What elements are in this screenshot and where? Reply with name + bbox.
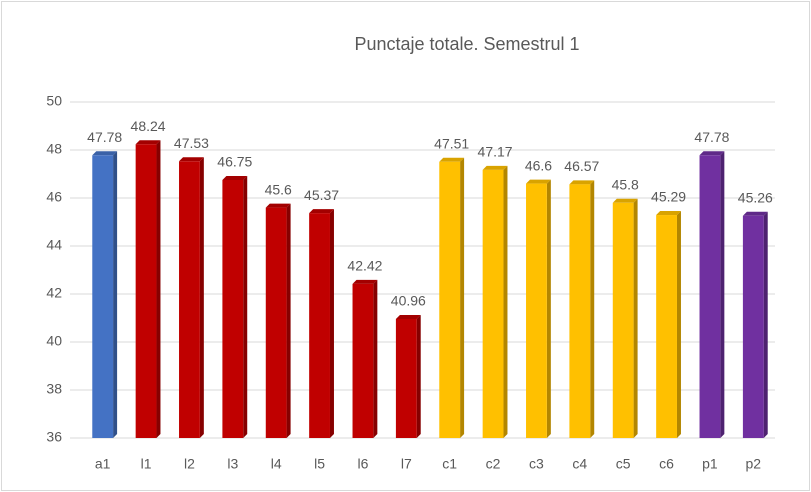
value-label: 40.96 [391, 293, 426, 309]
x-tick-label: l3 [227, 456, 238, 472]
x-tick-label: c4 [572, 456, 587, 472]
bar [612, 202, 634, 438]
value-label: 47.78 [694, 129, 729, 145]
bar [439, 161, 461, 438]
bar-side [113, 151, 118, 438]
bar [309, 213, 330, 438]
bar-top [179, 157, 204, 162]
x-tick-label: l7 [401, 456, 412, 472]
bar-top [742, 211, 768, 216]
bar-top [569, 180, 595, 185]
y-tick-label: 46 [46, 189, 62, 205]
bar-side [156, 140, 161, 439]
bar [742, 215, 764, 438]
y-tick-label: 38 [46, 381, 62, 397]
bar [265, 207, 287, 438]
bar [92, 155, 114, 438]
bar-top [222, 176, 248, 180]
y-tick-label: 36 [46, 429, 62, 445]
bar-side [763, 211, 768, 438]
bar-top [526, 179, 551, 184]
x-tick-label: c3 [529, 456, 544, 472]
bar-side [460, 157, 465, 438]
bar-top [92, 151, 118, 156]
bar-top [439, 157, 465, 162]
bar-side [590, 180, 595, 438]
bar [526, 183, 547, 438]
bar [569, 184, 591, 438]
value-label: 42.42 [347, 258, 382, 274]
bar-side [199, 157, 204, 438]
value-label: 46.6 [525, 157, 552, 173]
bar-top [309, 209, 334, 214]
y-tick-label: 50 [46, 93, 62, 109]
x-tick-label: l2 [184, 456, 195, 472]
x-tick-label: c5 [616, 456, 631, 472]
value-label: 46.57 [564, 158, 599, 174]
x-tick-label: c2 [486, 456, 501, 472]
value-label: 47.17 [478, 144, 513, 160]
bar-side [416, 314, 421, 438]
value-label: 48.24 [131, 118, 166, 134]
value-label: 47.78 [87, 129, 122, 145]
bar [352, 283, 374, 438]
bar [656, 215, 677, 438]
bar-side [720, 151, 725, 438]
x-tick-label: l6 [357, 456, 368, 472]
bar [135, 144, 157, 439]
bar-top [656, 211, 681, 216]
bar-top [699, 151, 725, 156]
bar [699, 155, 721, 438]
y-tick-label: 48 [46, 141, 62, 157]
x-tick-label: l5 [314, 456, 325, 472]
x-tick-label: a1 [95, 456, 111, 472]
x-tick-label: p2 [746, 456, 762, 472]
bar-side [676, 211, 681, 438]
bar-side [633, 198, 638, 438]
bar-top [352, 279, 378, 284]
bar [222, 180, 244, 438]
y-tick-label: 44 [46, 237, 62, 253]
bar-side [243, 176, 248, 438]
bar-side [373, 279, 378, 438]
x-tick-label: c6 [659, 456, 674, 472]
bar-top [265, 203, 291, 208]
bar [395, 318, 417, 438]
x-tick-label: l4 [271, 456, 282, 472]
bar-side [503, 165, 508, 439]
bar-top [395, 314, 421, 319]
bar-side [546, 179, 551, 438]
bar [482, 169, 504, 439]
chart-title: Punctaje totale. Semestrul 1 [354, 34, 579, 54]
value-label: 45.29 [651, 189, 686, 205]
x-tick-label: l1 [141, 456, 152, 472]
value-label: 45.8 [612, 177, 639, 193]
bar-side [329, 209, 334, 438]
bar-side [286, 203, 291, 438]
bar-top [135, 140, 161, 145]
value-label: 47.51 [434, 135, 469, 151]
value-label: 46.75 [217, 154, 252, 170]
bar-top [612, 198, 638, 203]
value-label: 45.37 [304, 187, 339, 203]
value-label: 45.6 [265, 181, 292, 197]
x-tick-label: c1 [442, 456, 457, 472]
x-tick-label: p1 [702, 456, 718, 472]
bar [179, 161, 200, 438]
y-tick-label: 40 [46, 333, 62, 349]
y-tick-label: 42 [46, 285, 62, 301]
bar-top [482, 165, 508, 170]
value-label: 47.53 [174, 135, 209, 151]
value-label: 45.26 [738, 189, 773, 205]
